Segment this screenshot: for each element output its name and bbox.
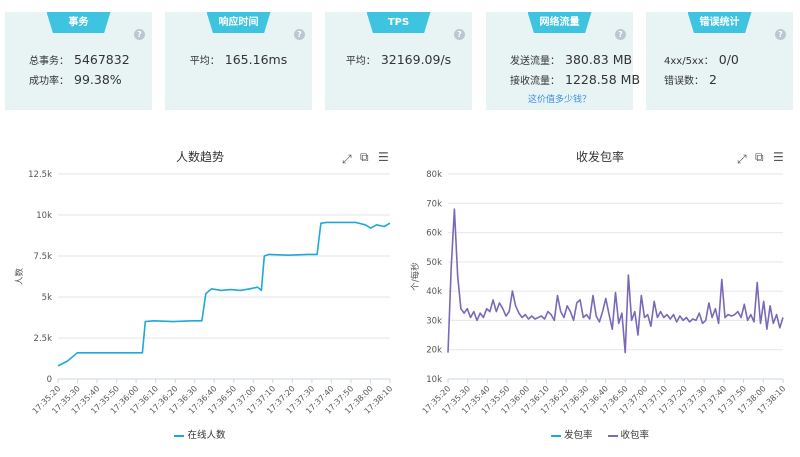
help-icon[interactable]: ? <box>775 29 786 40</box>
legend-item-receive-rate: 收包率 <box>620 430 650 441</box>
packet-rate-chart: 收发包率 ⤢ ⧉ ☰ 10k 20k 30k 40k 50k 60k 70k 80k 个/每秒 1… <box>400 140 800 457</box>
metric-label: 总事务： <box>29 56 69 67</box>
expand-icon[interactable]: ⤢ <box>737 152 747 166</box>
metric-value: 1228.58 MB <box>565 72 641 87</box>
legend-line-marker <box>550 434 561 437</box>
online-users-chart: 人数趋势 ⤢ ⧉ ☰ 0 2.5k 5k 7.5k 10k 12.5k 人数 17:35:20… <box>0 140 400 457</box>
card-title: 事务 <box>46 12 111 33</box>
legend-line-marker <box>174 434 185 437</box>
card-metric: 平均： 165.16ms <box>165 52 312 67</box>
expand-icon[interactable]: ⤢ <box>342 152 352 166</box>
help-icon[interactable]: ? <box>454 29 465 40</box>
metric-label: 接收流量： <box>510 76 560 87</box>
chart-title: 收发包率 <box>575 150 624 164</box>
y-tick-label: 50k <box>426 258 442 268</box>
card-metric: 成功率： 99.38% <box>5 72 152 87</box>
y-tick-label: 10k <box>36 211 52 221</box>
packet-rate-plot: 10k20k30k40k50k60k70k80k个/每秒17:35:2017:3… <box>410 170 787 416</box>
metric-label: 成功率： <box>29 76 69 87</box>
copy-icon[interactable]: ⧉ <box>360 150 369 164</box>
legend-line-marker <box>607 434 618 437</box>
y-axis-label: 人数 <box>14 268 25 286</box>
y-tick-label: 70k <box>426 199 442 209</box>
y-tick-label: 80k <box>426 170 442 180</box>
card-title: TPS <box>366 12 431 33</box>
menu-icon[interactable]: ☰ <box>378 150 389 164</box>
y-tick-label: 10k <box>426 375 442 385</box>
card-metric: 4xx/5xx： 0/0 <box>646 52 793 67</box>
card-title: 响应时间 <box>206 12 271 33</box>
series-line-0 <box>57 221 391 367</box>
card-metric: 接收流量： 1228.58 MB <box>486 72 640 87</box>
menu-icon[interactable]: ☰ <box>773 150 784 164</box>
metric-value: 99.38% <box>74 72 122 87</box>
y-tick-label: 30k <box>426 316 442 326</box>
y-axis-label: 个/每秒 <box>410 262 421 291</box>
y-tick-label: 5k <box>42 293 52 303</box>
y-tick-label: 7.5k <box>34 252 53 262</box>
y-tick-label: 2.5k <box>34 334 53 344</box>
metric-label: 平均： <box>345 56 376 67</box>
help-icon[interactable]: ? <box>294 29 305 40</box>
help-icon[interactable]: ? <box>615 29 626 40</box>
metric-value: 32169.09/s <box>380 52 452 67</box>
card-title: 网络流量 <box>527 12 592 33</box>
metric-label: 错误数： <box>664 76 704 87</box>
metric-value: 2 <box>709 72 717 87</box>
y-tick-label: 12.5k <box>28 170 52 180</box>
metric-label: 发送流量： <box>510 56 560 67</box>
metric-value: 0/0 <box>718 52 739 67</box>
metric-label: 4xx/5xx： <box>664 56 714 67</box>
metric-label: 平均： <box>189 56 220 67</box>
y-tick-label: 60k <box>426 229 442 239</box>
transactions-card: 事务? 总事务： 5467832 成功率： 99.38% <box>5 12 152 110</box>
legend-item-send-rate: 发包率 <box>563 430 593 441</box>
metric-value: 5467832 <box>74 52 130 67</box>
response-time-card: 响应时间? 平均： 165.16ms <box>165 12 312 110</box>
y-tick-label: 0 <box>47 375 52 385</box>
legend[interactable]: 在线人数 <box>0 427 400 441</box>
card-metric: 发送流量： 380.83 MB <box>486 52 633 67</box>
card-title: 错误统计 <box>687 12 752 33</box>
tps-card: TPS? 平均： 32169.09/s <box>325 12 472 110</box>
chart-title: 人数趋势 <box>175 150 224 164</box>
legend-item-online-users: 在线人数 <box>187 430 226 441</box>
cost-link[interactable]: 这价值多少钱？ <box>527 95 591 105</box>
copy-icon[interactable]: ⧉ <box>755 150 764 164</box>
card-metric: 总事务： 5467832 <box>5 52 152 67</box>
online-users-plot: 02.5k5k7.5k10k12.5k人数17:35:2017:35:3017:… <box>14 170 394 416</box>
metric-value: 380.83 MB <box>565 52 633 67</box>
error-stats-card: 错误统计? 4xx/5xx： 0/0 错误数： 2 <box>646 12 793 110</box>
metric-value: 165.16ms <box>224 52 288 67</box>
y-tick-label: 20k <box>426 346 442 356</box>
network-traffic-card: 网络流量? 发送流量： 380.83 MB 接收流量： 1228.58 MB 这价值多少钱… <box>486 12 640 110</box>
card-metric: 错误数： 2 <box>646 72 793 87</box>
help-icon[interactable]: ? <box>134 29 145 40</box>
y-tick-label: 40k <box>426 287 442 297</box>
card-metric: 平均： 32169.09/s <box>325 52 472 67</box>
series-line-1 <box>447 208 784 354</box>
legend[interactable]: 发包率 收包率 <box>400 427 800 441</box>
